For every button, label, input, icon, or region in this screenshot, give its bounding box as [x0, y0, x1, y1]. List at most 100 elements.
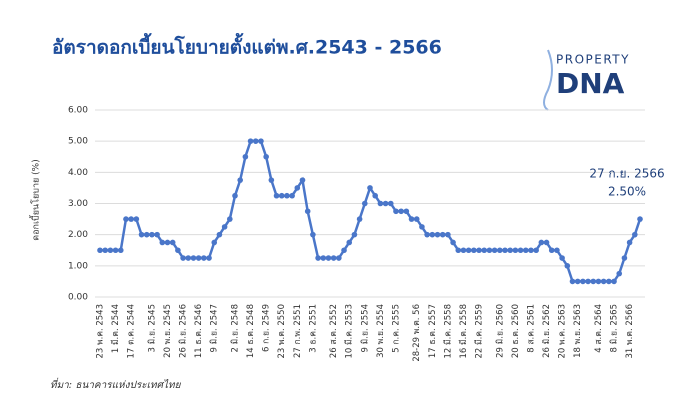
point [429, 231, 436, 238]
y-tick-label: 0.00 [68, 293, 88, 303]
point [533, 247, 539, 254]
point [336, 255, 342, 261]
y-axis-label: ดอกเบี้ยนโยบาย (%) [29, 159, 42, 241]
point [439, 231, 446, 238]
point [221, 224, 228, 230]
point [133, 216, 140, 222]
point [211, 239, 218, 246]
x-tick-label: 3 ธ.ค. 2551 [308, 304, 318, 353]
point [138, 231, 145, 238]
point [237, 177, 243, 183]
x-tick-label: 26 ส.ค. 2552 [329, 304, 339, 358]
point [590, 278, 597, 285]
point [424, 231, 430, 238]
logo-top: PROPERTY [556, 53, 630, 67]
point [595, 278, 602, 285]
x-tick-label: 28-29 พ.ค. 56 [412, 304, 422, 362]
x-tick-label: 3 มิ.ย. 2545 [147, 304, 157, 352]
point [538, 239, 545, 246]
y-tick-label: 1.00 [68, 261, 88, 271]
point [247, 138, 254, 144]
point [206, 255, 212, 261]
point [611, 278, 617, 285]
point [387, 200, 394, 207]
point [637, 216, 643, 222]
point [299, 177, 306, 183]
point [304, 208, 311, 215]
point [128, 216, 134, 222]
point [216, 231, 223, 238]
point [502, 247, 508, 254]
point [123, 216, 129, 222]
point [471, 247, 477, 254]
point [559, 255, 565, 261]
x-tick-label: 9 มิ.ย. 2554 [360, 304, 370, 352]
point [97, 247, 103, 254]
point [403, 208, 410, 215]
y-tick-label: 3.00 [68, 199, 88, 209]
x-tick-label: 12 มี.ค. 2558 [442, 304, 453, 359]
point [522, 247, 529, 254]
x-tick-label: 20 พ.ย. 2545 [163, 304, 173, 358]
point [574, 278, 581, 285]
point [227, 216, 233, 222]
x-tick-label: 1 มี.ค. 2544 [110, 304, 121, 353]
point [268, 177, 275, 183]
point [626, 239, 633, 246]
point [585, 278, 591, 285]
point [112, 247, 119, 254]
x-tick-label: 5 ก.ค. 2555 [391, 304, 401, 353]
x-tick-label: 20 ธ.ค. 2560 [511, 304, 521, 358]
point [434, 231, 441, 238]
x-tick-label: 16 มี.ค. 2558 [458, 304, 469, 359]
point [481, 247, 488, 254]
x-tick-label: 6 ก.ย. 2549 [262, 304, 272, 352]
point [419, 224, 425, 230]
point [242, 153, 249, 160]
point [190, 255, 197, 261]
point [569, 278, 576, 285]
x-tick-label: 26 มิ.ย. 2546 [179, 304, 189, 358]
point [497, 247, 503, 254]
point [600, 278, 607, 285]
logo-bottom: DNA [556, 67, 625, 100]
point [512, 247, 519, 254]
point [621, 255, 628, 261]
x-tick-label: 23 พ.ค. 2550 [277, 304, 287, 359]
y-tick-label: 5.00 [68, 137, 88, 147]
point [185, 255, 192, 261]
source: ที่มา: ธนาคารแห่งประเทศไทย [50, 377, 182, 391]
point [252, 138, 259, 144]
point [465, 247, 472, 254]
point [278, 192, 285, 199]
chart-title: อัตราดอกเบี้ยนโยบายตั้งแต่พ.ศ.2543 - 256… [52, 33, 442, 59]
point [117, 247, 124, 254]
x-tick-label: 8 ส.ค. 2561 [526, 304, 536, 353]
point [102, 247, 108, 254]
point [517, 247, 524, 254]
point [258, 138, 264, 144]
annotation: 27 ก.ย. 2566 [589, 167, 664, 181]
point [491, 247, 498, 254]
point [356, 216, 363, 222]
x-tick-label: 26 มิ.ย. 2562 [542, 304, 552, 358]
y-tick-label: 4.00 [68, 168, 88, 178]
point [372, 192, 378, 199]
point [632, 231, 638, 238]
x-tick-label: 11 ธ.ค. 2546 [194, 304, 204, 358]
point [476, 247, 482, 254]
x-tick-label: 10 มี.ค. 2553 [344, 304, 355, 359]
x-tick-label: 2 มิ.ย. 2548 [231, 304, 241, 352]
point [164, 239, 171, 246]
x-tick-label: 31 พ.ค. 2566 [625, 304, 635, 359]
x-tick-label: 30 พ.ย. 2554 [376, 304, 386, 358]
x-tick-label: 20 พ.ค. 2563 [558, 304, 568, 359]
logo: PROPERTY DNA [543, 49, 630, 111]
x-tick-label: 29 มิ.ย. 2560 [495, 304, 505, 358]
point [154, 231, 160, 238]
point [201, 255, 207, 261]
logo-helix [543, 49, 553, 111]
point [413, 216, 420, 222]
